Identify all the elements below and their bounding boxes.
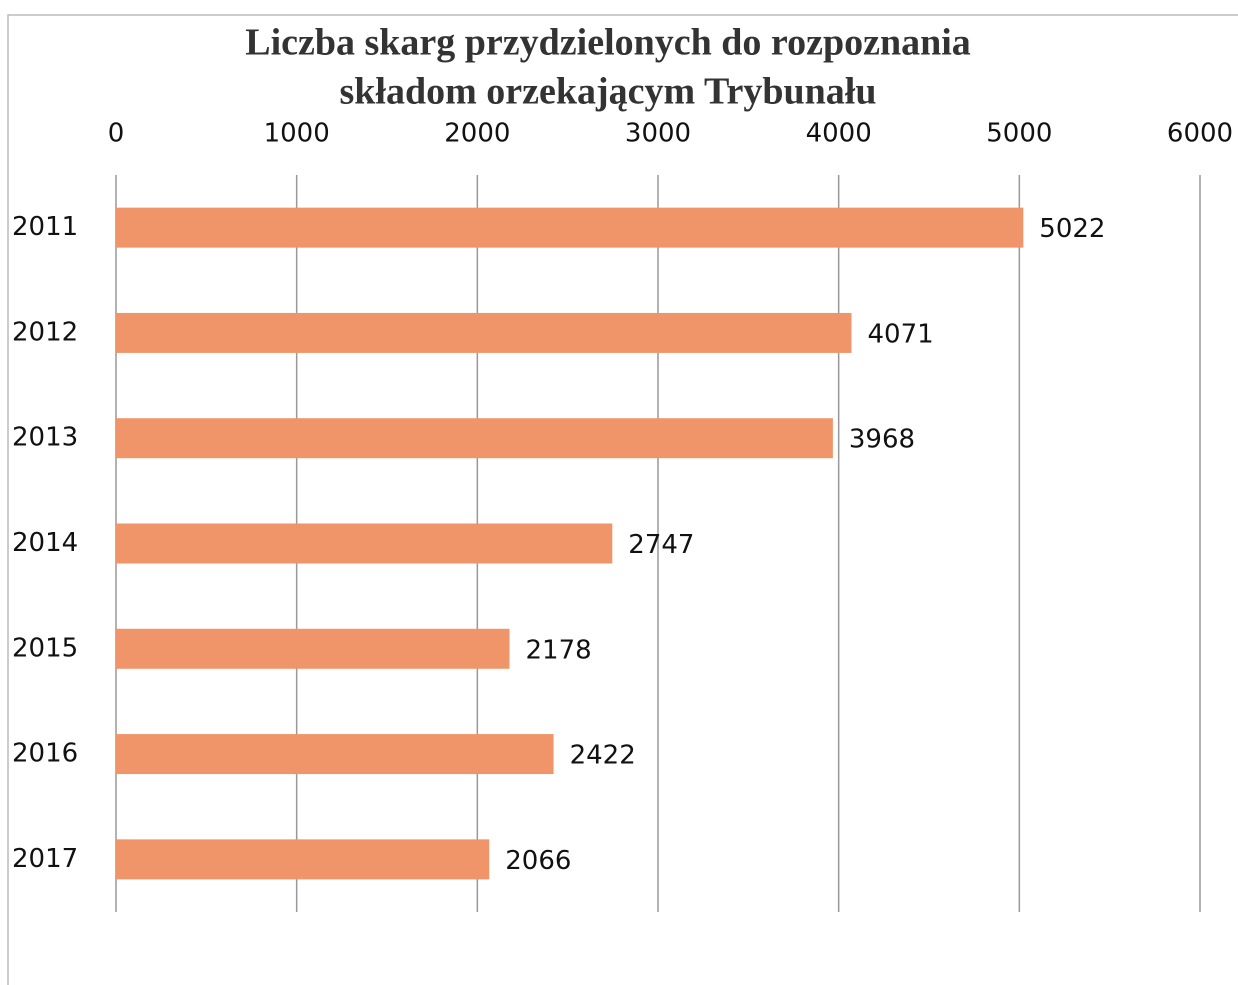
chart-title: Liczba skarg przydzielonych do rozpoznan… bbox=[245, 22, 971, 64]
y-tick-label: 2016 bbox=[12, 739, 78, 769]
bar bbox=[116, 207, 1024, 248]
y-tick-label: 2013 bbox=[12, 423, 78, 453]
bar bbox=[116, 523, 613, 564]
x-tick-label: 3000 bbox=[625, 119, 691, 149]
data-label: 3968 bbox=[849, 425, 915, 455]
bar bbox=[116, 839, 490, 880]
chart-title: składom orzekającym Trybunału bbox=[340, 71, 877, 113]
bar bbox=[116, 734, 554, 775]
x-tick-label: 0 bbox=[108, 119, 125, 149]
y-tick-label: 2012 bbox=[12, 317, 78, 347]
y-tick-label: 2015 bbox=[12, 633, 78, 663]
data-label: 4071 bbox=[867, 319, 933, 349]
bar bbox=[116, 628, 510, 669]
data-label: 2747 bbox=[628, 530, 694, 560]
x-tick-label: 5000 bbox=[986, 119, 1052, 149]
chart-frame bbox=[7, 14, 1238, 985]
bar bbox=[116, 418, 833, 459]
y-tick-label: 2014 bbox=[12, 528, 78, 558]
data-label: 2422 bbox=[570, 741, 636, 771]
x-tick-label: 2000 bbox=[444, 119, 510, 149]
data-label: 2066 bbox=[505, 846, 571, 876]
y-tick-label: 2017 bbox=[12, 844, 78, 874]
y-tick-label: 2011 bbox=[12, 212, 78, 242]
bar bbox=[116, 312, 852, 353]
x-tick-label: 4000 bbox=[806, 119, 872, 149]
data-label: 2178 bbox=[525, 635, 591, 665]
data-label: 5022 bbox=[1039, 214, 1105, 244]
x-tick-label: 6000 bbox=[1167, 119, 1233, 149]
x-tick-label: 1000 bbox=[264, 119, 330, 149]
